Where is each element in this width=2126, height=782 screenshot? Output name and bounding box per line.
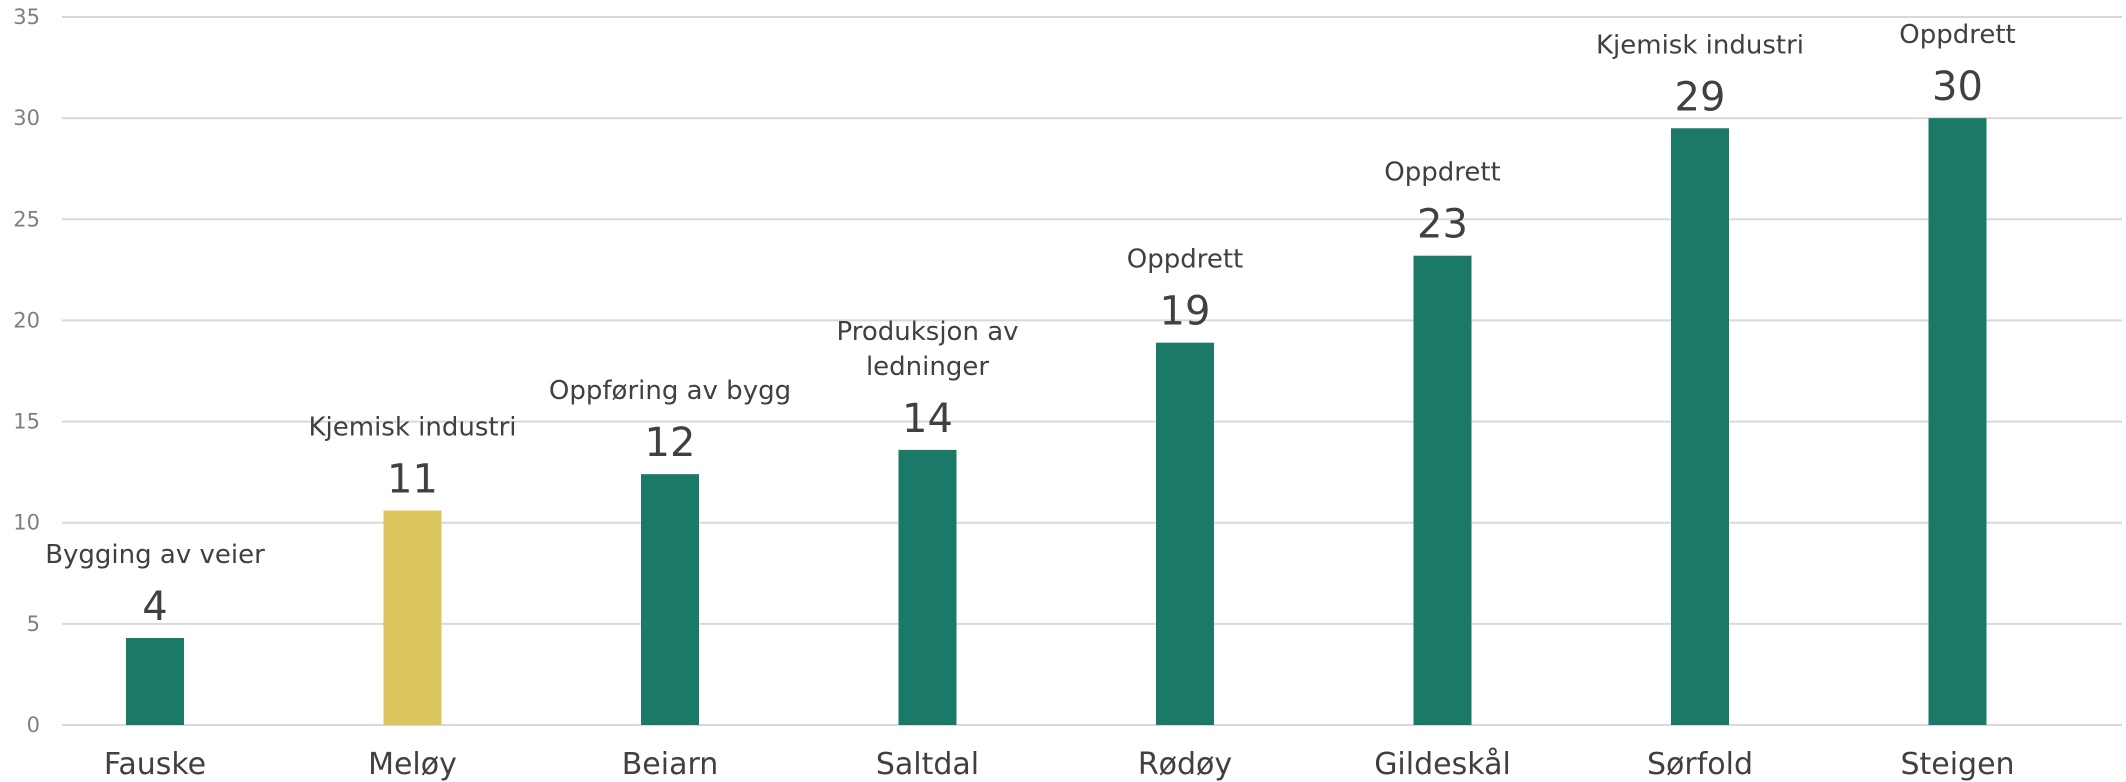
industry-label: Oppdrett <box>1384 158 1500 188</box>
y-tick-label: 15 <box>13 410 40 434</box>
bar <box>126 638 184 725</box>
x-tick-label: Meløy <box>368 747 457 782</box>
industry-label: Oppdrett <box>1127 245 1243 275</box>
data-value-label: 29 <box>1675 74 1726 120</box>
y-tick-label: 10 <box>13 511 40 535</box>
x-axis-ticks: Fauske Meløy Beiarn Saltdal Rødøy Gildeskål Sø… <box>104 747 2015 782</box>
data-value-label: 14 <box>902 396 953 442</box>
y-tick-label: 25 <box>13 207 40 231</box>
y-tick-label: 5 <box>27 612 40 636</box>
y-tick-label: 20 <box>13 308 40 332</box>
x-tick-label: Saltdal <box>876 747 979 782</box>
x-tick-label: Fauske <box>104 747 206 782</box>
industry-label: Produksjon av <box>836 317 1018 347</box>
industry-label: Oppdrett <box>1899 20 2015 50</box>
x-tick-label: Sørfold <box>1647 747 1753 782</box>
bar <box>1671 128 1729 725</box>
bar <box>383 510 442 725</box>
x-tick-label: Steigen <box>1900 747 2014 782</box>
industry-label: Oppføring av bygg <box>549 376 791 406</box>
x-tick-label: Rødøy <box>1138 747 1232 782</box>
bar-labels: 4 Bygging av veier 11 Kjemisk industri 12 Opp… <box>45 20 2016 630</box>
data-value-label: 30 <box>1932 64 1983 110</box>
industry-label: Bygging av veier <box>45 540 265 570</box>
y-tick-label: 0 <box>27 713 40 737</box>
gridlines <box>62 16 2122 726</box>
data-value-label: 11 <box>387 457 438 503</box>
bars <box>126 118 1987 725</box>
bar <box>641 474 699 725</box>
bar <box>898 449 957 725</box>
industry-label: ledninger <box>866 352 989 382</box>
industry-label: Kjemisk industri <box>1596 30 1804 60</box>
industry-label: Kjemisk industri <box>308 413 516 443</box>
data-value-label: 19 <box>1160 289 1211 335</box>
y-axis-ticks: 0 5 10 15 20 25 30 35 <box>13 5 40 737</box>
y-tick-label: 35 <box>13 5 40 29</box>
bar <box>1413 255 1472 725</box>
bar <box>1156 342 1214 725</box>
data-value-label: 4 <box>142 584 167 630</box>
data-value-label: 12 <box>645 420 696 466</box>
bar <box>1928 118 1987 725</box>
x-tick-label: Gildeskål <box>1374 747 1511 782</box>
x-tick-label: Beiarn <box>622 747 719 782</box>
y-tick-label: 30 <box>13 106 40 130</box>
data-value-label: 23 <box>1417 202 1468 248</box>
